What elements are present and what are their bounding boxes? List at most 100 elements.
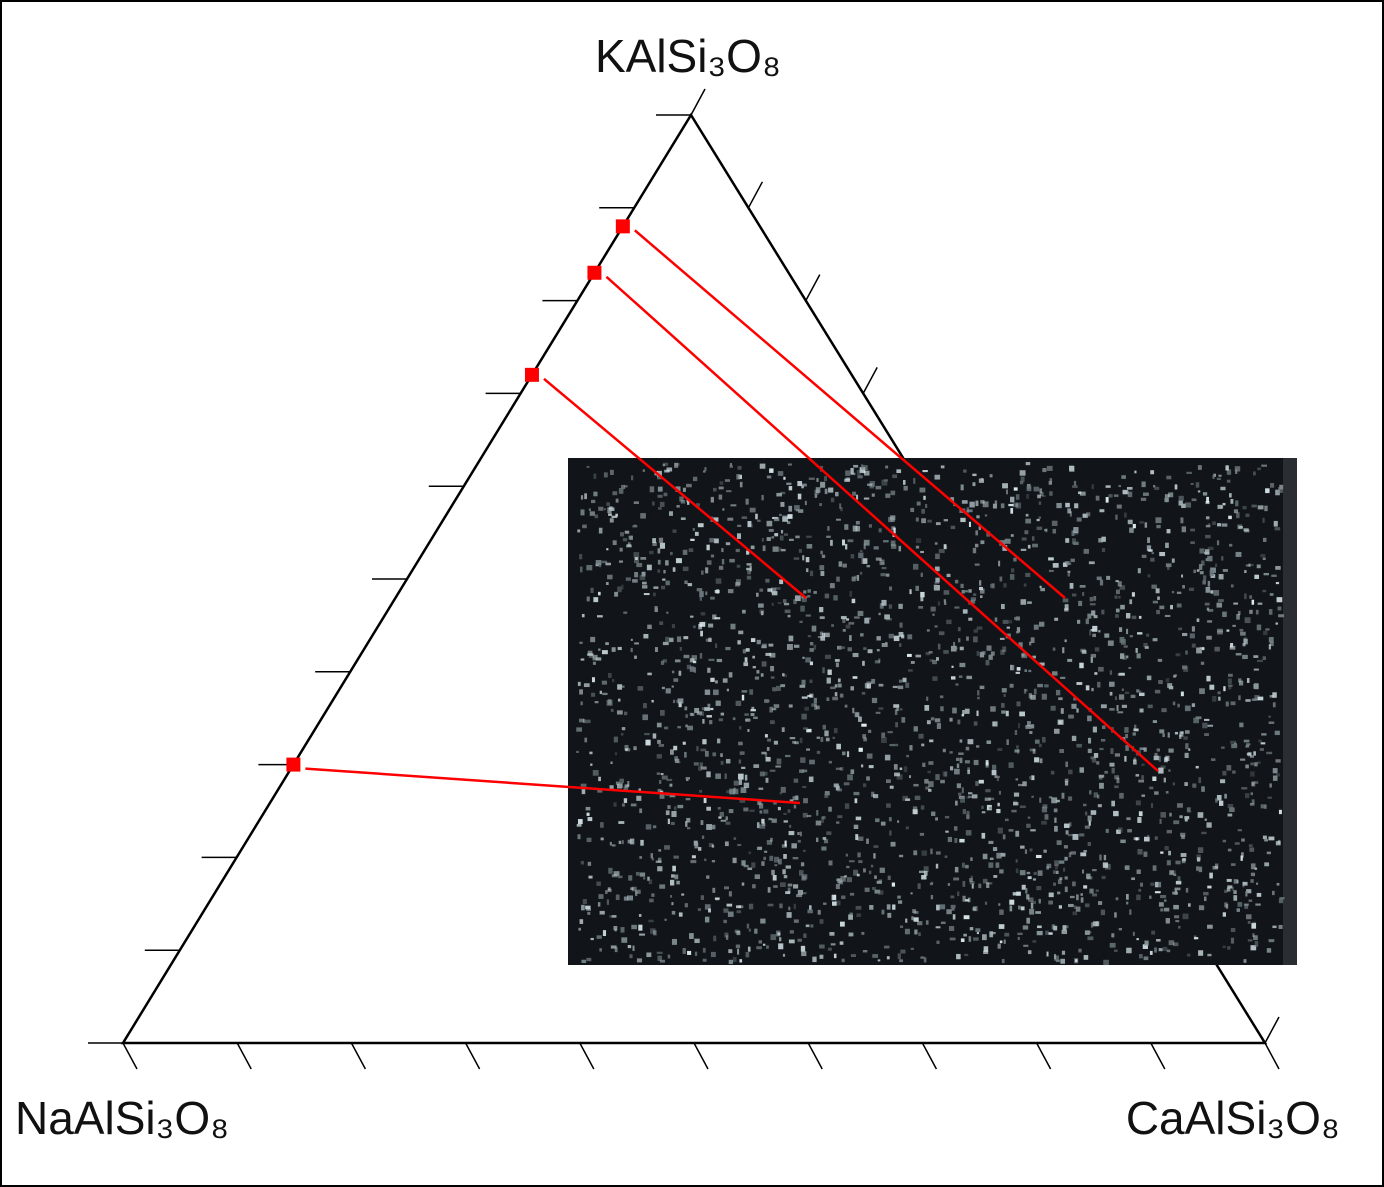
speckle bbox=[1210, 758, 1216, 761]
speckle bbox=[929, 659, 934, 662]
speckle bbox=[1109, 681, 1115, 687]
speckle bbox=[846, 751, 850, 758]
speckle bbox=[766, 475, 772, 479]
speckle bbox=[609, 469, 614, 476]
speckle bbox=[1198, 777, 1202, 784]
speckle bbox=[1090, 657, 1093, 663]
speckle bbox=[1015, 494, 1020, 500]
speckle bbox=[640, 839, 644, 846]
speckle bbox=[1004, 818, 1009, 822]
speckle bbox=[1119, 672, 1125, 676]
speckle bbox=[682, 947, 686, 954]
speckle bbox=[1272, 692, 1277, 698]
speckle bbox=[1173, 820, 1180, 825]
speckle bbox=[962, 880, 966, 887]
speckle bbox=[1201, 831, 1207, 835]
speckle bbox=[863, 543, 866, 550]
speckle bbox=[1227, 885, 1233, 889]
speckle bbox=[1198, 564, 1203, 570]
speckle bbox=[796, 894, 803, 898]
speckle bbox=[763, 809, 769, 814]
speckle bbox=[822, 836, 827, 840]
speckle bbox=[666, 611, 669, 614]
speckle bbox=[689, 658, 695, 663]
speckle bbox=[1184, 818, 1188, 822]
speckle bbox=[839, 646, 846, 649]
speckle bbox=[777, 932, 781, 936]
speckle bbox=[920, 805, 925, 810]
speckle bbox=[1202, 492, 1208, 496]
speckle bbox=[964, 953, 969, 957]
speckle bbox=[852, 491, 857, 496]
speckle bbox=[685, 724, 688, 728]
speckle bbox=[736, 910, 742, 914]
speckle bbox=[979, 580, 982, 586]
speckle bbox=[803, 590, 807, 594]
speckle bbox=[657, 569, 661, 573]
speckle bbox=[1260, 742, 1266, 745]
speckle bbox=[621, 484, 626, 490]
speckle bbox=[981, 651, 986, 655]
speckle bbox=[1202, 722, 1208, 729]
speckle bbox=[990, 651, 995, 656]
speckle bbox=[596, 881, 601, 886]
speckle bbox=[728, 949, 733, 954]
speckle bbox=[1118, 927, 1122, 931]
speckle bbox=[1050, 705, 1056, 711]
speckle bbox=[1278, 898, 1284, 904]
speckle bbox=[651, 857, 654, 861]
speckle bbox=[899, 643, 902, 647]
speckle bbox=[1020, 548, 1027, 551]
speckle bbox=[1093, 792, 1098, 798]
speckle bbox=[1269, 695, 1274, 698]
speckle bbox=[1205, 558, 1209, 561]
speckle bbox=[725, 816, 728, 821]
speckle bbox=[1228, 684, 1233, 687]
speckle bbox=[1245, 513, 1250, 518]
speckle bbox=[614, 591, 619, 597]
speckle bbox=[1199, 548, 1205, 554]
speckle bbox=[752, 884, 756, 889]
speckle bbox=[1182, 632, 1188, 637]
speckle bbox=[1095, 889, 1099, 892]
speckle bbox=[663, 492, 668, 497]
speckle bbox=[1101, 875, 1106, 880]
speckle bbox=[898, 631, 904, 637]
speckle bbox=[819, 565, 825, 571]
speckle bbox=[1135, 774, 1140, 777]
speckle bbox=[1003, 583, 1007, 588]
speckle bbox=[1107, 640, 1114, 646]
speckle bbox=[910, 892, 913, 895]
speckle bbox=[775, 765, 781, 768]
speckle bbox=[1182, 913, 1189, 920]
speckle bbox=[977, 696, 980, 700]
speckle bbox=[1217, 691, 1221, 695]
speckle bbox=[1010, 496, 1015, 503]
speckle bbox=[1158, 948, 1163, 952]
speckle bbox=[910, 661, 915, 664]
speckle bbox=[674, 659, 681, 663]
speckle bbox=[861, 691, 866, 695]
speckle bbox=[895, 722, 899, 728]
speckle bbox=[776, 547, 782, 552]
point bbox=[587, 265, 602, 280]
speckle bbox=[863, 647, 867, 650]
speckle bbox=[712, 752, 717, 757]
speckle bbox=[1244, 570, 1247, 574]
speckle bbox=[769, 652, 776, 658]
speckle bbox=[1096, 761, 1100, 765]
speckle bbox=[965, 830, 972, 836]
speckle bbox=[769, 720, 775, 725]
speckle bbox=[665, 636, 669, 642]
speckle bbox=[909, 775, 912, 779]
speckle bbox=[729, 463, 733, 466]
speckle bbox=[619, 547, 623, 552]
speckle bbox=[586, 957, 592, 962]
speckle bbox=[1180, 853, 1187, 857]
speckle bbox=[1202, 647, 1205, 651]
speckle bbox=[1213, 473, 1217, 477]
speckle bbox=[651, 699, 654, 703]
speckle bbox=[1256, 882, 1259, 885]
speckle bbox=[983, 950, 989, 955]
speckle bbox=[598, 591, 601, 596]
